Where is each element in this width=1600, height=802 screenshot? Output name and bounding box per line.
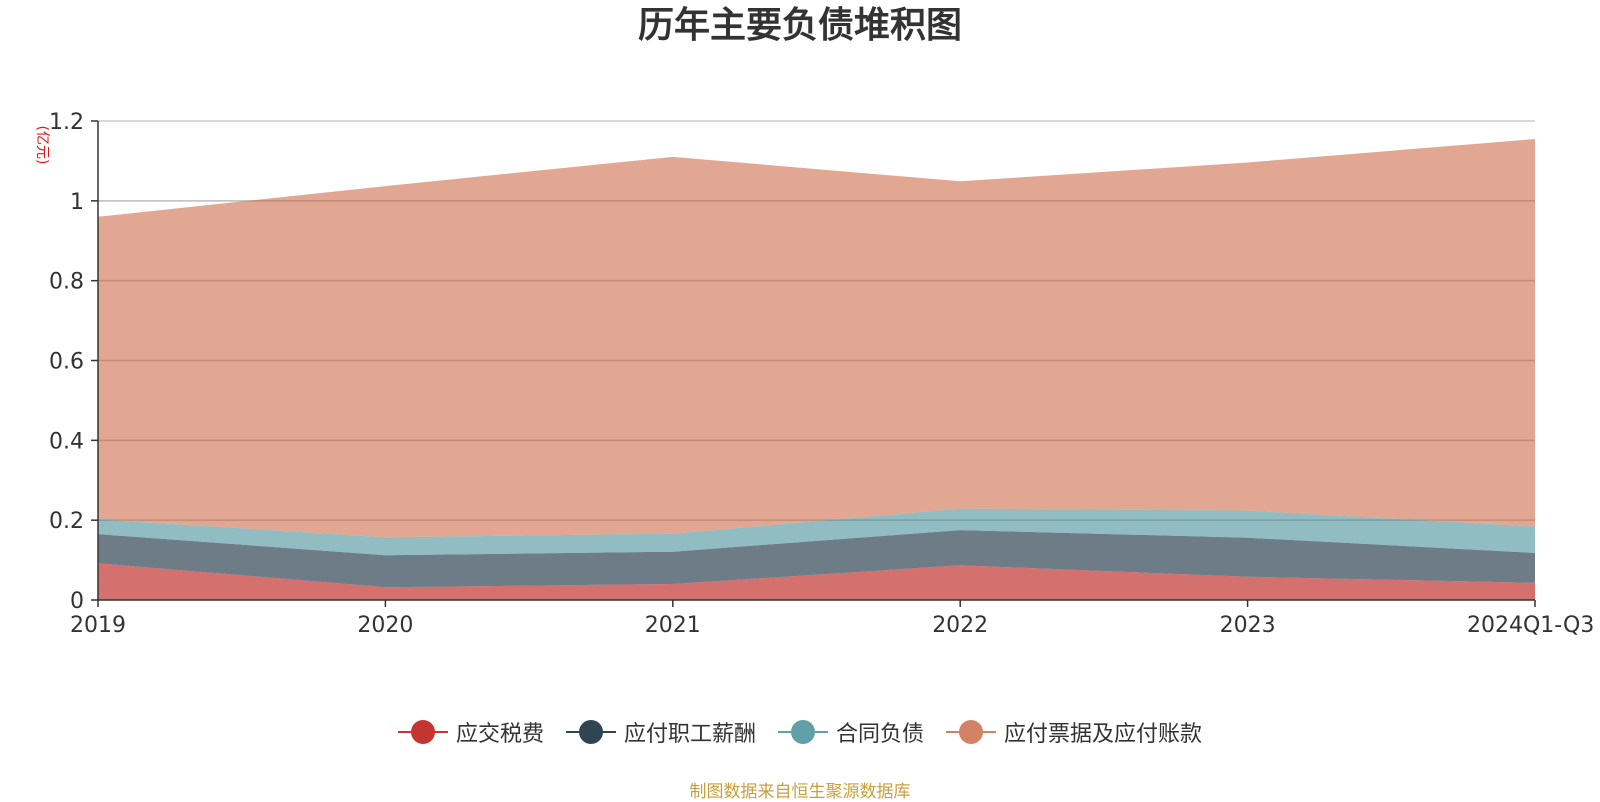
legend-marker-icon xyxy=(397,720,448,744)
legend-label: 合同负债 xyxy=(836,722,925,747)
legend-label: 应付票据及应付账款 xyxy=(1004,722,1203,747)
y-tick-label-3: 0.6 xyxy=(49,350,84,375)
legend-item-0[interactable]: 应交税费 xyxy=(397,716,544,748)
y-tick-label-5: 1 xyxy=(70,190,84,215)
x-tick-label-5: 2024Q1-Q3 xyxy=(1467,613,1594,638)
legend-marker-icon xyxy=(946,720,997,744)
area-series-1 xyxy=(98,530,1535,588)
legend-item-3[interactable]: 应付票据及应付账款 xyxy=(946,716,1202,748)
legend-marker-icon xyxy=(565,720,616,744)
chart-title: 历年主要负债堆积图 xyxy=(637,5,962,46)
y-tick-label-0: 0 xyxy=(70,589,84,614)
legend: 应交税费 应付职工薪酬 合同负债 应付票据及应付账款 xyxy=(0,714,1600,750)
y-tick-label-6: 1.2 xyxy=(49,110,84,135)
x-tick-label-2: 2021 xyxy=(645,613,701,638)
x-tick-label-1: 2020 xyxy=(357,613,413,638)
legend-label: 应交税费 xyxy=(455,722,544,747)
legend-marker-icon xyxy=(778,720,828,744)
x-tick-label-0: 2019 xyxy=(70,613,126,638)
area-series xyxy=(98,139,1535,600)
area-series-3 xyxy=(98,139,1535,538)
axes: 0 0.2 0.4 0.6 0.8 1 1.2 2019 2020 2021 2022 2023 202… xyxy=(49,110,1594,638)
legend-label: 应付职工薪酬 xyxy=(623,722,756,747)
y-tick-label-2: 0.4 xyxy=(49,429,84,454)
area-series-0 xyxy=(98,563,1535,600)
legend-item-2[interactable]: 合同负债 xyxy=(778,716,924,748)
grid-overlay xyxy=(98,200,1535,521)
y-tick-label-4: 0.8 xyxy=(49,270,84,295)
data-source-note: 制图数据来自恒生聚源数据库 xyxy=(689,782,911,802)
y-tick-label-1: 0.2 xyxy=(49,509,84,534)
legend-item-1[interactable]: 应付职工薪酬 xyxy=(565,716,756,748)
x-tick-label-3: 2022 xyxy=(932,613,988,638)
y-axis-unit-label: (亿元) xyxy=(34,126,50,165)
x-tick-label-4: 2023 xyxy=(1220,613,1276,638)
area-series-2 xyxy=(98,508,1535,556)
